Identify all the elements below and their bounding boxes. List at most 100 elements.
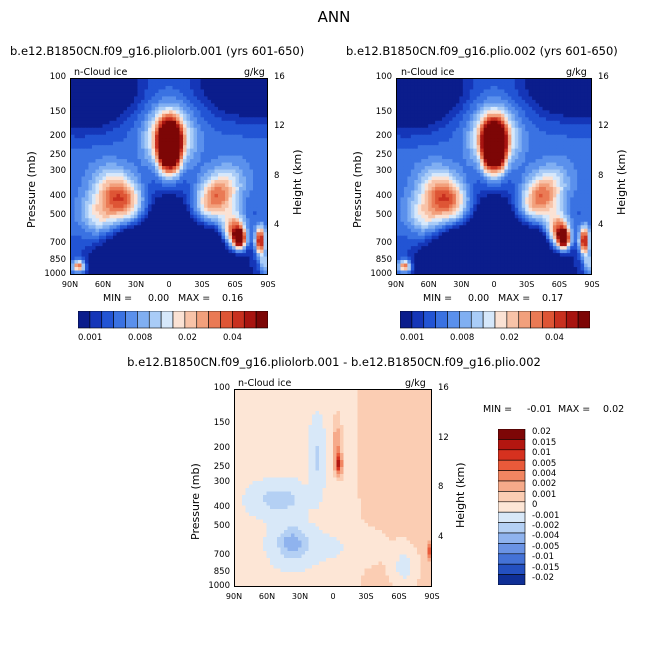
panel1-cell [260,159,265,164]
panel2-cell [410,134,415,139]
panel2-cell [521,176,526,181]
panel1-cell [99,186,104,192]
panel1-cell [211,242,216,247]
panel1-cell [155,179,160,185]
panel1-cell [242,270,247,274]
panel2-cell [428,131,433,136]
panel1-cell [116,162,121,167]
panel1-cell [81,173,86,178]
panel1-cell [169,228,174,233]
panel1-cell [246,225,251,230]
panel1-cell [109,82,114,87]
panel1-cell [109,214,114,219]
panel2-cell [417,176,422,181]
panel2-cell [511,173,516,178]
panel2-cell [504,103,509,108]
panel2-cell [514,176,519,181]
panel1-cell [78,204,83,209]
panel2-cell [535,148,540,153]
panel1-cell [92,138,97,143]
panel2-cell [552,124,557,129]
panel2-cell [573,103,578,108]
panel1-cell [239,228,244,233]
panel1-cell [123,183,128,188]
panel1-cell [239,235,244,240]
panel1-cell [123,96,128,101]
panel2-cell [490,169,495,174]
panel1-cell [228,176,233,181]
panel1-cell [134,232,139,237]
panel1-cell [74,159,79,164]
panel2-cell [532,162,537,167]
panel2-cell [587,183,591,188]
panel1-cell [162,190,167,195]
panel1-cell [127,239,132,244]
panel1-cell [106,221,111,226]
panel2-cell [448,152,454,157]
panel2-cell [442,124,447,129]
panel1-cell [123,131,128,136]
panel1-cell [137,228,142,233]
panel1-cell [242,152,247,157]
panel1-cell [102,92,107,98]
panel2-cell [455,110,460,115]
panel2-cell [428,79,433,84]
panel1-cell [221,232,226,237]
panel2-cell [500,79,505,84]
panel1-cell [253,92,258,98]
panel2-cell [452,131,457,136]
panel2-cell [459,141,464,146]
panel2-cell [417,145,422,150]
panel1-cell [193,103,198,108]
panel2-cell [587,120,591,125]
panel1-cell [169,225,174,230]
panel1-cell [165,218,170,223]
panel2-cell [476,169,481,174]
panel2-cell [466,85,471,91]
panel1-cell [162,117,167,122]
panel1-cell [190,246,195,251]
p1-lat-tick: 30N [127,280,145,289]
panel1-cell [207,239,212,244]
panel2-cell [500,82,505,87]
panel2-cell [542,148,547,153]
panel2-cell [400,176,405,181]
panel2-cell [528,148,533,153]
panel1-cell [99,211,104,216]
panel1-cell [197,124,202,129]
panel1-cell [78,131,83,136]
panel2-cell [459,155,464,160]
panel1-cell [232,242,237,247]
panel2-cell [448,138,454,143]
panel1-cell [155,263,160,268]
panel1-cell [127,263,132,268]
panel2-cell [455,173,460,178]
panel1-cell [106,190,111,195]
panel2-cell [445,96,450,101]
panel1-cell [137,190,142,195]
panel1-cell [172,113,177,118]
panel1-cell [162,218,167,223]
panel2-cell [507,152,512,157]
panel2-cell [556,173,561,178]
panel1-cell [197,169,202,174]
panel1-cell [179,85,184,91]
panel2-cell [403,179,408,185]
p1-pressure-tick: 850 [49,255,66,266]
panel2-cell [563,120,568,125]
panel2-cell [452,113,457,118]
panel1-cell [95,82,100,87]
panel1-cell [172,131,177,136]
panel2-cell [577,152,582,157]
panel1-cell [162,138,167,143]
panel2-cell [556,103,561,108]
panel2-cell [494,138,499,143]
panel1-cell [148,232,153,237]
panel1-cell [120,166,125,171]
panel1-cell [144,186,149,192]
panel1-cell [207,110,212,115]
panel1-cell [225,85,230,91]
panel1-cell [249,242,254,247]
panel1-cell [155,89,160,94]
panel2-cell [563,96,568,101]
